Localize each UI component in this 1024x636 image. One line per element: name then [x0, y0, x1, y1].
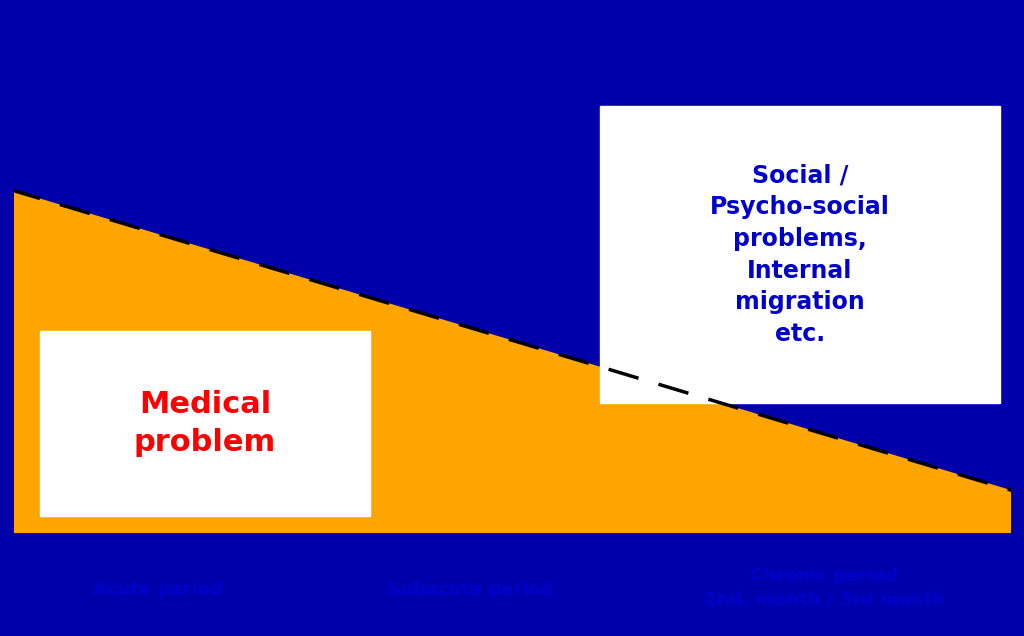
Text: Subacute period: Subacute period [387, 581, 553, 599]
FancyBboxPatch shape [40, 331, 370, 516]
Text: Medical
problem: Medical problem [134, 390, 276, 457]
Polygon shape [10, 190, 1014, 536]
FancyBboxPatch shape [600, 106, 1000, 403]
Text: Social /
Psycho-social
problems,
Internal
migration
etc.: Social / Psycho-social problems, Interna… [710, 163, 890, 346]
Text: Acute period: Acute period [93, 581, 222, 599]
Text: Chronic period
2nd. month / 3rd month: Chronic period 2nd. month / 3rd month [703, 567, 944, 608]
